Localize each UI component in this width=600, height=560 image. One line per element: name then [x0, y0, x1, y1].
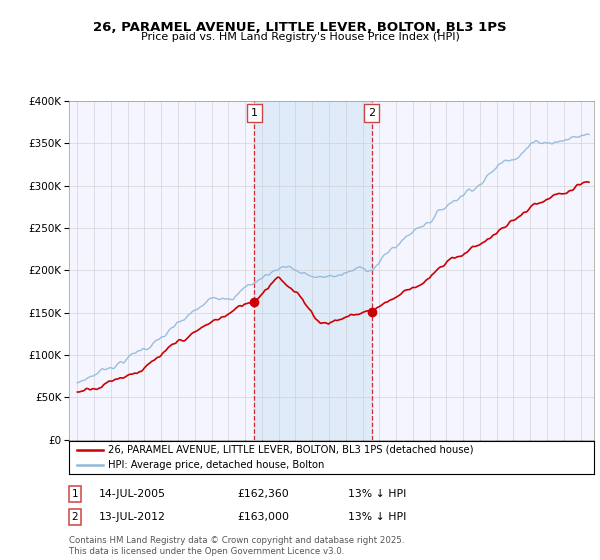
Text: Price paid vs. HM Land Registry's House Price Index (HPI): Price paid vs. HM Land Registry's House … — [140, 32, 460, 43]
Text: £162,360: £162,360 — [237, 489, 289, 499]
Text: 13-JUL-2012: 13-JUL-2012 — [99, 512, 166, 522]
Text: 14-JUL-2005: 14-JUL-2005 — [99, 489, 166, 499]
Text: HPI: Average price, detached house, Bolton: HPI: Average price, detached house, Bolt… — [109, 460, 325, 470]
Text: £163,000: £163,000 — [237, 512, 289, 522]
Text: 1: 1 — [71, 489, 79, 499]
Bar — [254, 101, 371, 440]
Text: 26, PARAMEL AVENUE, LITTLE LEVER, BOLTON, BL3 1PS (detached house): 26, PARAMEL AVENUE, LITTLE LEVER, BOLTON… — [109, 445, 474, 455]
Text: 2: 2 — [368, 108, 375, 118]
Text: 26, PARAMEL AVENUE, LITTLE LEVER, BOLTON, BL3 1PS: 26, PARAMEL AVENUE, LITTLE LEVER, BOLTON… — [93, 21, 507, 34]
Text: Contains HM Land Registry data © Crown copyright and database right 2025.
This d: Contains HM Land Registry data © Crown c… — [69, 536, 404, 556]
Text: 13% ↓ HPI: 13% ↓ HPI — [348, 489, 406, 499]
Text: 2: 2 — [71, 512, 79, 522]
Text: 1: 1 — [251, 108, 257, 118]
Text: 13% ↓ HPI: 13% ↓ HPI — [348, 512, 406, 522]
